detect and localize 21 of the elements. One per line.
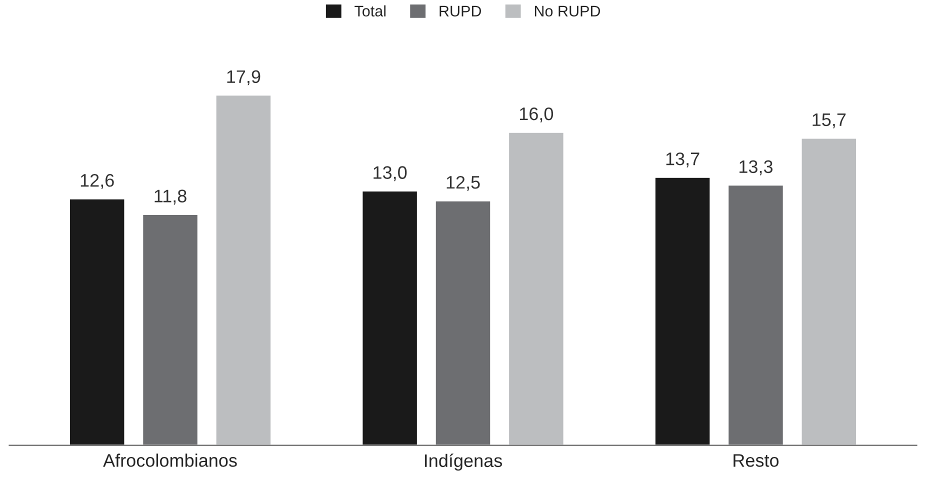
legend-label: RUPD [440, 6, 482, 17]
bar [654, 176, 712, 446]
data-label: 13,7 [666, 152, 700, 168]
data-label: 13,0 [374, 166, 407, 182]
x-tick-label: Resto [734, 454, 779, 467]
bar [68, 198, 126, 446]
legend-label: Total [354, 5, 386, 17]
data-label: 12,5 [446, 176, 480, 191]
data-label: 16,0 [520, 107, 554, 122]
data-label: 13,3 [740, 160, 773, 176]
bar [214, 94, 272, 446]
bar [508, 131, 565, 446]
x-tick-label: Afrocolombianos [103, 454, 237, 467]
data-label: 11,8 [154, 190, 186, 205]
data-label: 12,6 [80, 174, 114, 189]
x-tick-label: Indígenas [425, 454, 502, 471]
bar [800, 137, 858, 446]
bar [361, 190, 418, 446]
data-label: 15,7 [812, 114, 846, 128]
legend-label: No RUPD [534, 6, 600, 17]
data-label: 17,9 [227, 70, 260, 86]
